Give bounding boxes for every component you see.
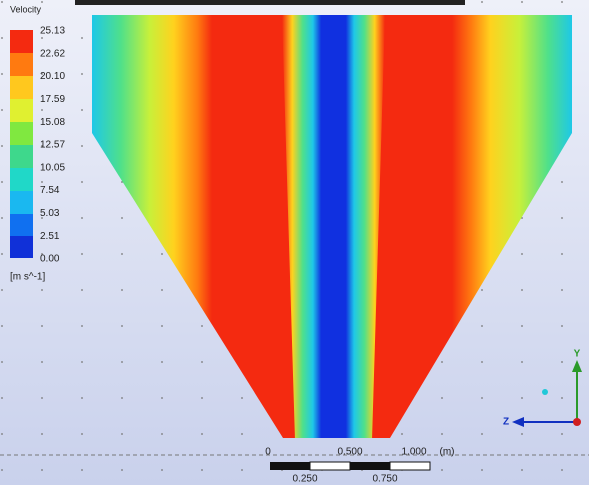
legend-label: 7.54 (40, 185, 60, 196)
top-strip (75, 0, 465, 5)
scale-label: 0 (265, 447, 271, 458)
axis-label: Z (503, 417, 509, 428)
scale-label: 0.750 (372, 474, 397, 485)
scale-label: 0.250 (292, 474, 317, 485)
legend-label: 10.05 (40, 162, 65, 173)
legend-label: 0.00 (40, 254, 60, 265)
legend-label: 20.10 (40, 71, 65, 82)
scale-label: (m) (440, 447, 455, 458)
scale-label: 0.500 (337, 447, 362, 458)
legend-title: Velocity (10, 4, 42, 14)
legend-label: 5.03 (40, 208, 60, 219)
legend-label: 15.08 (40, 117, 65, 128)
scale-label: 1.000 (401, 447, 426, 458)
legend-label: 17.59 (40, 94, 65, 105)
legend-unit: [m s^-1] (10, 272, 45, 283)
viewport: Velocity 25.13 22.62 20.10 17.59 15.08 12.57 1… (0, 0, 589, 485)
axis-label: Y (574, 349, 581, 360)
legend-label: 12.57 (40, 140, 65, 151)
legend-label: 25.13 (40, 26, 65, 37)
legend-label: 22.62 (40, 48, 65, 59)
legend-label: 2.51 (40, 231, 60, 242)
